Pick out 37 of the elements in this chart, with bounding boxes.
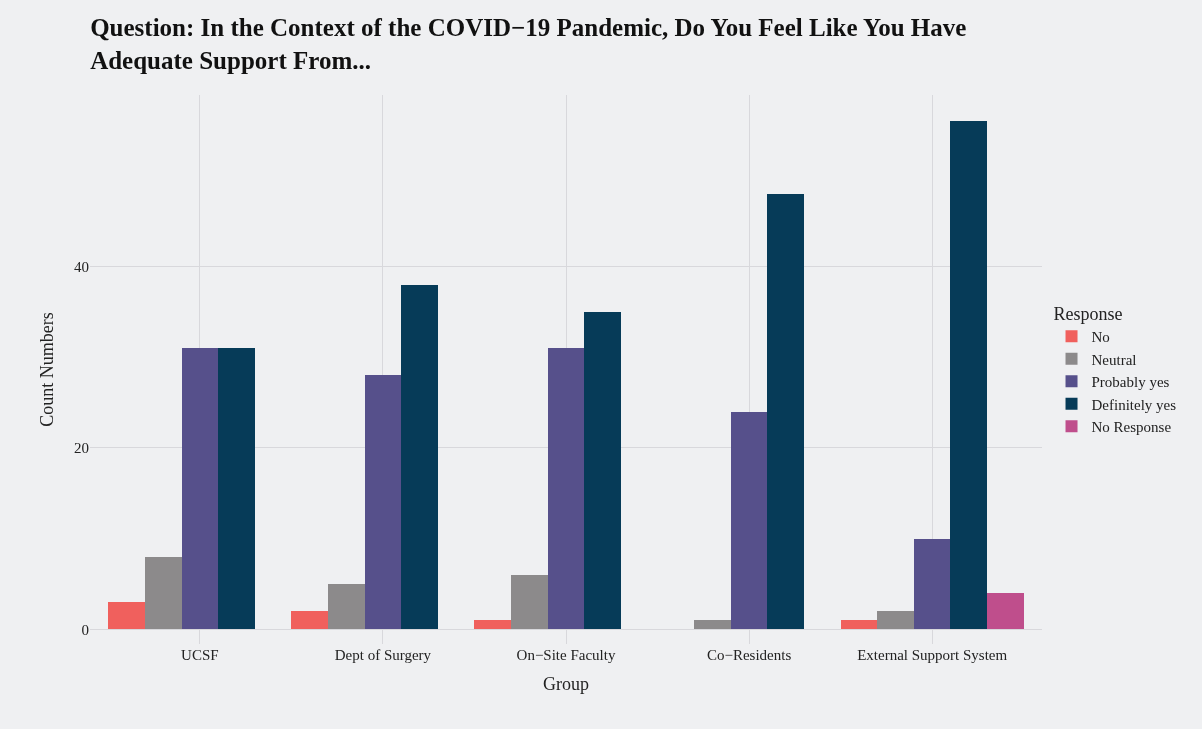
bar — [182, 348, 218, 629]
legend-title: Response — [1053, 303, 1123, 324]
y-tick-label: 20 — [74, 440, 89, 457]
bar — [841, 620, 877, 629]
bar — [767, 194, 804, 629]
chart-title: Question: In the Context of the COVID−19 Pandemic, Do You Feel Like You Have Adequate Support From... — [90, 14, 967, 74]
bar — [731, 412, 767, 629]
legend-label: No Response — [1091, 419, 1172, 435]
bar — [511, 575, 548, 629]
bar — [291, 611, 328, 629]
y-tick-label: 0 — [81, 621, 89, 638]
bar — [548, 348, 584, 629]
y-tick-label: 40 — [74, 258, 89, 275]
legend-label: Definitely yes — [1091, 396, 1177, 413]
bar — [694, 620, 731, 629]
x-axis-title: Group — [543, 674, 589, 695]
legend-label: Neutral — [1091, 351, 1137, 368]
bar — [950, 121, 987, 629]
bar — [584, 312, 621, 629]
bar — [474, 620, 511, 629]
bar — [108, 602, 145, 629]
legend-label: No — [1091, 329, 1110, 345]
x-tick-label: On−Site Faculty — [516, 647, 616, 663]
bar — [877, 611, 914, 629]
bar — [914, 539, 950, 629]
x-tick-label: External Support System — [857, 647, 1008, 663]
legend-label: Probably yes — [1091, 374, 1170, 390]
bar — [328, 584, 365, 629]
bar — [145, 557, 182, 629]
y-axis-title: Count Numbers — [37, 312, 58, 427]
x-tick-label: Dept of Surgery — [334, 647, 432, 663]
bar — [218, 348, 255, 629]
bar — [401, 285, 438, 629]
x-tick-label: UCSF — [181, 647, 219, 663]
bar — [365, 375, 401, 629]
x-tick-label: Co−Residents — [706, 647, 792, 663]
bar — [987, 593, 1024, 629]
